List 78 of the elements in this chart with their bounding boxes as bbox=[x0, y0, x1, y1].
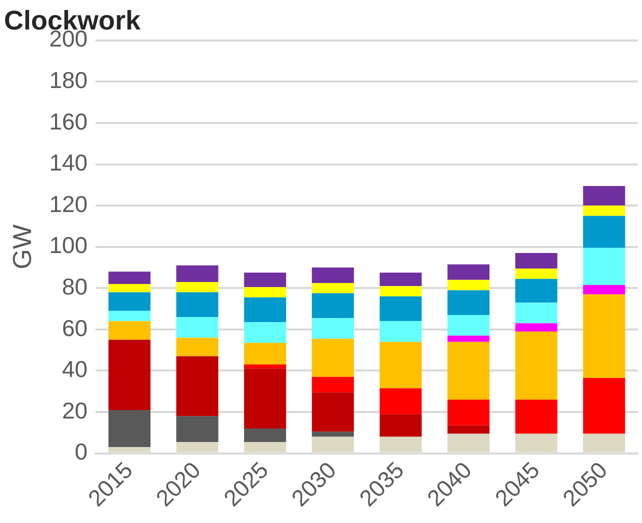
bar bbox=[515, 323, 558, 332]
bar bbox=[515, 268, 558, 279]
bar bbox=[380, 388, 422, 414]
bar bbox=[515, 278, 558, 303]
bar bbox=[312, 432, 354, 437]
bar bbox=[447, 290, 490, 315]
y-tick-label: 0 bbox=[74, 438, 88, 465]
bar bbox=[447, 425, 490, 434]
bar bbox=[312, 282, 354, 294]
bar bbox=[312, 318, 354, 339]
bar bbox=[176, 416, 218, 442]
bar bbox=[583, 186, 626, 206]
y-tick-label: 160 bbox=[49, 108, 88, 134]
bar bbox=[244, 297, 286, 322]
bar bbox=[176, 265, 218, 282]
bar bbox=[447, 434, 490, 452]
bar bbox=[515, 302, 558, 324]
bar bbox=[244, 442, 286, 452]
bar bbox=[244, 287, 286, 298]
bar bbox=[312, 436, 354, 452]
bar bbox=[447, 342, 490, 400]
bar bbox=[583, 285, 626, 294]
y-tick-label: 20 bbox=[62, 397, 88, 424]
y-tick-label: 80 bbox=[62, 273, 88, 300]
bar bbox=[380, 286, 422, 296]
bar bbox=[244, 364, 286, 369]
y-tick-label: 100 bbox=[49, 232, 88, 258]
bar bbox=[515, 332, 558, 400]
bar bbox=[312, 392, 354, 432]
bar bbox=[108, 292, 150, 311]
bar bbox=[583, 294, 626, 378]
bar bbox=[108, 310, 150, 322]
bar bbox=[108, 447, 150, 452]
bar bbox=[583, 248, 626, 286]
bar bbox=[447, 280, 490, 290]
bar bbox=[380, 296, 422, 322]
bar bbox=[380, 321, 422, 342]
bar bbox=[312, 338, 354, 377]
bar bbox=[380, 414, 422, 437]
bar bbox=[108, 321, 150, 340]
bar bbox=[108, 272, 150, 284]
bar bbox=[447, 400, 490, 426]
y-tick-label: 60 bbox=[62, 314, 88, 341]
bar bbox=[108, 340, 150, 410]
bar bbox=[176, 282, 218, 292]
bar bbox=[312, 293, 354, 318]
y-tick-label: 40 bbox=[62, 356, 88, 382]
bar bbox=[244, 368, 286, 429]
bar bbox=[380, 436, 422, 452]
bar bbox=[447, 336, 490, 342]
bar bbox=[583, 206, 626, 216]
bar bbox=[447, 264, 490, 280]
y-axis-title: GW bbox=[6, 224, 37, 270]
bar bbox=[108, 410, 150, 448]
bar bbox=[244, 272, 286, 288]
y-tick-label: 180 bbox=[49, 67, 88, 94]
bar bbox=[176, 292, 218, 318]
bar bbox=[176, 317, 218, 338]
bar bbox=[244, 322, 286, 343]
bar bbox=[380, 272, 422, 286]
bar bbox=[176, 338, 218, 356]
bar bbox=[515, 253, 558, 269]
bar bbox=[312, 376, 354, 392]
bar bbox=[176, 356, 218, 416]
bar bbox=[380, 342, 422, 388]
bar bbox=[108, 284, 150, 292]
bar bbox=[312, 267, 354, 283]
y-tick-label: 140 bbox=[49, 150, 88, 176]
bar bbox=[515, 434, 558, 452]
bar bbox=[583, 216, 626, 248]
bar bbox=[515, 400, 558, 434]
bar bbox=[447, 314, 490, 336]
bar bbox=[583, 378, 626, 434]
bar bbox=[583, 434, 626, 452]
bar bbox=[244, 428, 286, 442]
y-tick-label: 120 bbox=[49, 190, 88, 217]
bar bbox=[176, 442, 218, 452]
bar bbox=[244, 342, 286, 365]
